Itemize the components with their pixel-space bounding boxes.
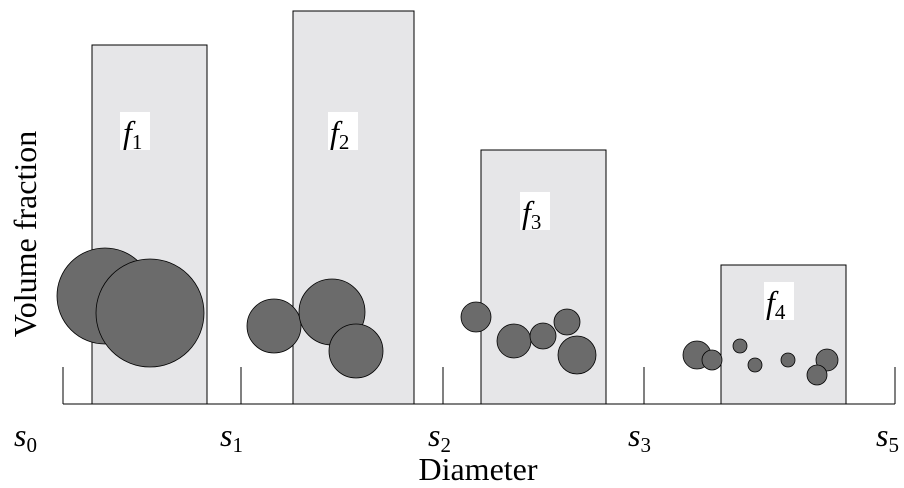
particles (56, 247, 839, 386)
particle (701, 349, 723, 371)
axis (62, 367, 896, 405)
boundary-label: s5 (876, 417, 899, 457)
particle (557, 335, 597, 375)
symbol: s (428, 417, 440, 453)
particle (460, 301, 492, 333)
particle (529, 322, 557, 350)
particle (815, 348, 839, 372)
subscript: 0 (26, 433, 37, 457)
boundary-labels: s0 s1 s2 s3 s5 (14, 417, 899, 457)
particle (780, 352, 796, 368)
subscript: 3 (640, 433, 651, 457)
boundary-label: s0 (14, 417, 37, 457)
symbol: s (220, 417, 232, 453)
subscript: 1 (132, 130, 143, 154)
subscript: 3 (531, 210, 542, 234)
subscript: 2 (339, 130, 350, 154)
particle (95, 258, 205, 368)
label-bg (764, 282, 794, 320)
particle (747, 357, 763, 373)
subscript: 2 (440, 433, 451, 457)
subscript: 1 (232, 433, 243, 457)
particle (806, 364, 828, 386)
symbol: s (876, 417, 888, 453)
particle (732, 338, 748, 354)
subscript: 4 (775, 300, 786, 324)
particle (553, 308, 581, 336)
boundary-label: s3 (628, 417, 651, 457)
bin-labels: f1 f2 f3 f4 (120, 112, 794, 324)
boundary-label: s2 (428, 417, 451, 457)
x-axis-label: Diameter (418, 451, 537, 487)
label-bg (328, 112, 358, 150)
boundary-label: s1 (220, 417, 243, 457)
particle (328, 323, 384, 379)
symbol: s (628, 417, 640, 453)
particle (246, 298, 302, 354)
subscript: 5 (888, 433, 899, 457)
label-bg (520, 192, 550, 230)
particle (496, 323, 532, 359)
y-axis-label: Volume fraction (7, 131, 43, 337)
symbol: s (14, 417, 26, 453)
label-bg (120, 112, 150, 150)
